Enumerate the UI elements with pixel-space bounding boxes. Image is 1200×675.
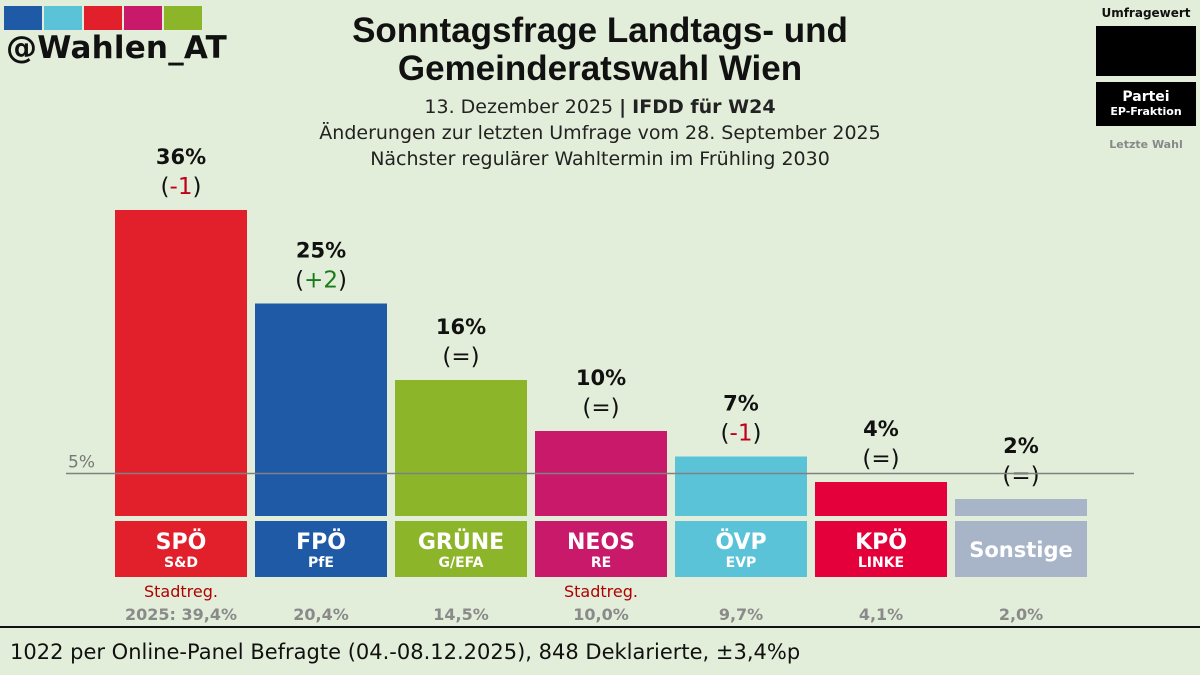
- party-box: [255, 521, 387, 577]
- legend-poll-value-swatch: [1096, 26, 1196, 76]
- party-box: [395, 521, 527, 577]
- ep-group: LINKE: [858, 555, 904, 571]
- party-box: [675, 521, 807, 577]
- bar: [955, 499, 1087, 516]
- legend: Umfragewert Partei EP-Fraktion Letzte Wa…: [1096, 6, 1196, 151]
- last-election-value: 4,1%: [859, 605, 903, 624]
- value-label: 25%: [296, 239, 346, 263]
- change-label: (-1): [721, 421, 762, 447]
- change-label: (=): [442, 344, 479, 370]
- logo-swatch: [84, 6, 122, 30]
- ep-group: RE: [591, 555, 611, 571]
- logo-swatch: [4, 6, 42, 30]
- last-election-value: 14,5%: [433, 605, 489, 624]
- change-label: (+2): [295, 268, 347, 294]
- party-box: [115, 521, 247, 577]
- party-box: [955, 521, 1087, 577]
- note-label: Stadtreg.: [564, 582, 638, 601]
- ep-group: PfE: [308, 555, 334, 571]
- value-label: 4%: [863, 417, 899, 441]
- change-label: (=): [862, 446, 899, 472]
- party-name: ÖVP: [715, 529, 766, 555]
- last-election-value: 2025: 39,4%: [125, 605, 237, 624]
- legend-last-election-label: Letzte Wahl: [1109, 138, 1183, 151]
- bar: [675, 456, 807, 516]
- party-name: Sonstige: [969, 538, 1073, 562]
- party-box: [815, 521, 947, 577]
- bar: [115, 210, 247, 516]
- party-name: GRÜNE: [418, 529, 504, 555]
- poll-date: 13. Dezember 2025: [424, 96, 614, 118]
- party-name: KPÖ: [855, 529, 907, 555]
- legend-ep-label: EP-Fraktion: [1110, 105, 1182, 118]
- change-label: (=): [1002, 463, 1039, 489]
- value-label: 2%: [1003, 434, 1039, 458]
- separator: |: [619, 96, 627, 118]
- poll-date-source: 13. Dezember 2025 | IFDD für W24: [250, 96, 950, 118]
- party-box: [535, 521, 667, 577]
- legend-party-box: Partei EP-Fraktion: [1096, 82, 1196, 126]
- ep-group: S&D: [164, 555, 198, 571]
- bar: [255, 303, 387, 516]
- poll-source: IFDD für W24: [632, 96, 776, 118]
- title-line-2: Gemeinderatswahl Wien: [397, 49, 803, 88]
- logo-color-strip: [4, 6, 204, 30]
- legend-poll-value-label: Umfragewert: [1101, 6, 1191, 20]
- logo-swatch: [124, 6, 162, 30]
- value-label: 7%: [723, 392, 759, 416]
- last-election-value: 9,7%: [719, 605, 763, 624]
- last-election-value: 10,0%: [573, 605, 629, 624]
- value-label: 36%: [156, 145, 206, 169]
- party-name: FPÖ: [296, 529, 346, 555]
- bar: [815, 482, 947, 516]
- account-handle: @Wahlen_AT: [6, 30, 228, 66]
- threshold-label: 5%: [68, 453, 95, 473]
- change-label: (=): [582, 395, 619, 421]
- bar: [395, 380, 527, 516]
- title-line-1: Sonntagsfrage Landtags- und: [352, 11, 848, 50]
- chart-title: Sonntagsfrage Landtags- und Gemeinderats…: [250, 12, 950, 88]
- note-label: Stadtreg.: [144, 582, 218, 601]
- logo-swatch: [164, 6, 202, 30]
- ep-group: G/EFA: [439, 555, 484, 571]
- ep-group: EVP: [726, 555, 757, 571]
- next-election-note: Nächster regulärer Wahltermin im Frühlin…: [370, 148, 830, 170]
- logo-swatch: [44, 6, 82, 30]
- legend-party-label: Partei: [1122, 89, 1170, 105]
- value-label: 16%: [436, 315, 486, 339]
- last-election-value: 2,0%: [999, 605, 1043, 624]
- party-name: SPÖ: [156, 529, 207, 555]
- last-election-value: 20,4%: [293, 605, 349, 624]
- footer-divider: [0, 626, 1200, 628]
- footer-methodology: 1022 per Online-Panel Befragte (04.-08.1…: [10, 640, 801, 664]
- party-name: NEOS: [567, 530, 635, 555]
- change-label: (-1): [161, 174, 202, 200]
- changes-note: Änderungen zur letzten Umfrage vom 28. S…: [319, 122, 881, 144]
- value-label: 10%: [576, 366, 626, 390]
